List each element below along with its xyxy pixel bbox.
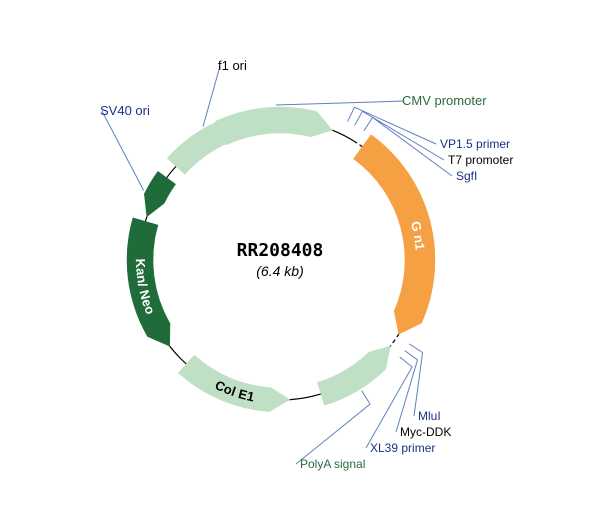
pointer-line-f1ori [203,66,220,127]
feature-label-f1ori: f1 ori [218,58,247,73]
feature-arc-colE1 [178,355,289,412]
plasmid-name: RR208408 [237,240,324,261]
site-label-4: Myc-DDK [400,425,451,439]
feature-arc-f1ori [167,115,256,174]
site-label-3: MluI [418,409,441,423]
feature-label-cmv: CMV promoter [402,93,487,108]
site-label-1: T7 promoter [448,153,513,167]
pointer-line-cmv [276,101,404,105]
feature-label-sv40: SV40 ori [100,103,150,118]
gap-mark [383,329,410,347]
site-label-6: PolyA signal [300,457,365,471]
site-label-2: SgfI [456,169,477,183]
feature-arc-sv40 [144,171,175,216]
site-label-0: VP1.5 primer [440,137,510,151]
plasmid-size: (6.4 kb) [256,263,303,279]
site-label-5: XL39 primer [370,441,435,455]
pointer-line-sv40 [102,111,144,191]
feature-arc-polyA_arc [317,346,390,405]
